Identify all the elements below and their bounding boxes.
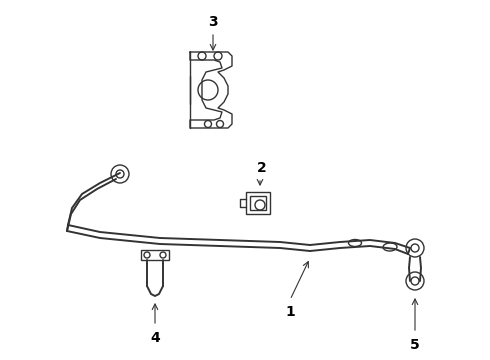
Bar [141,250,169,260]
Text: 1: 1 [285,305,295,319]
Text: 4: 4 [150,331,160,345]
Bar [246,192,270,214]
Text: 3: 3 [208,15,218,29]
Text: 5: 5 [410,338,420,352]
Bar [250,196,266,210]
Text: 2: 2 [257,161,267,175]
